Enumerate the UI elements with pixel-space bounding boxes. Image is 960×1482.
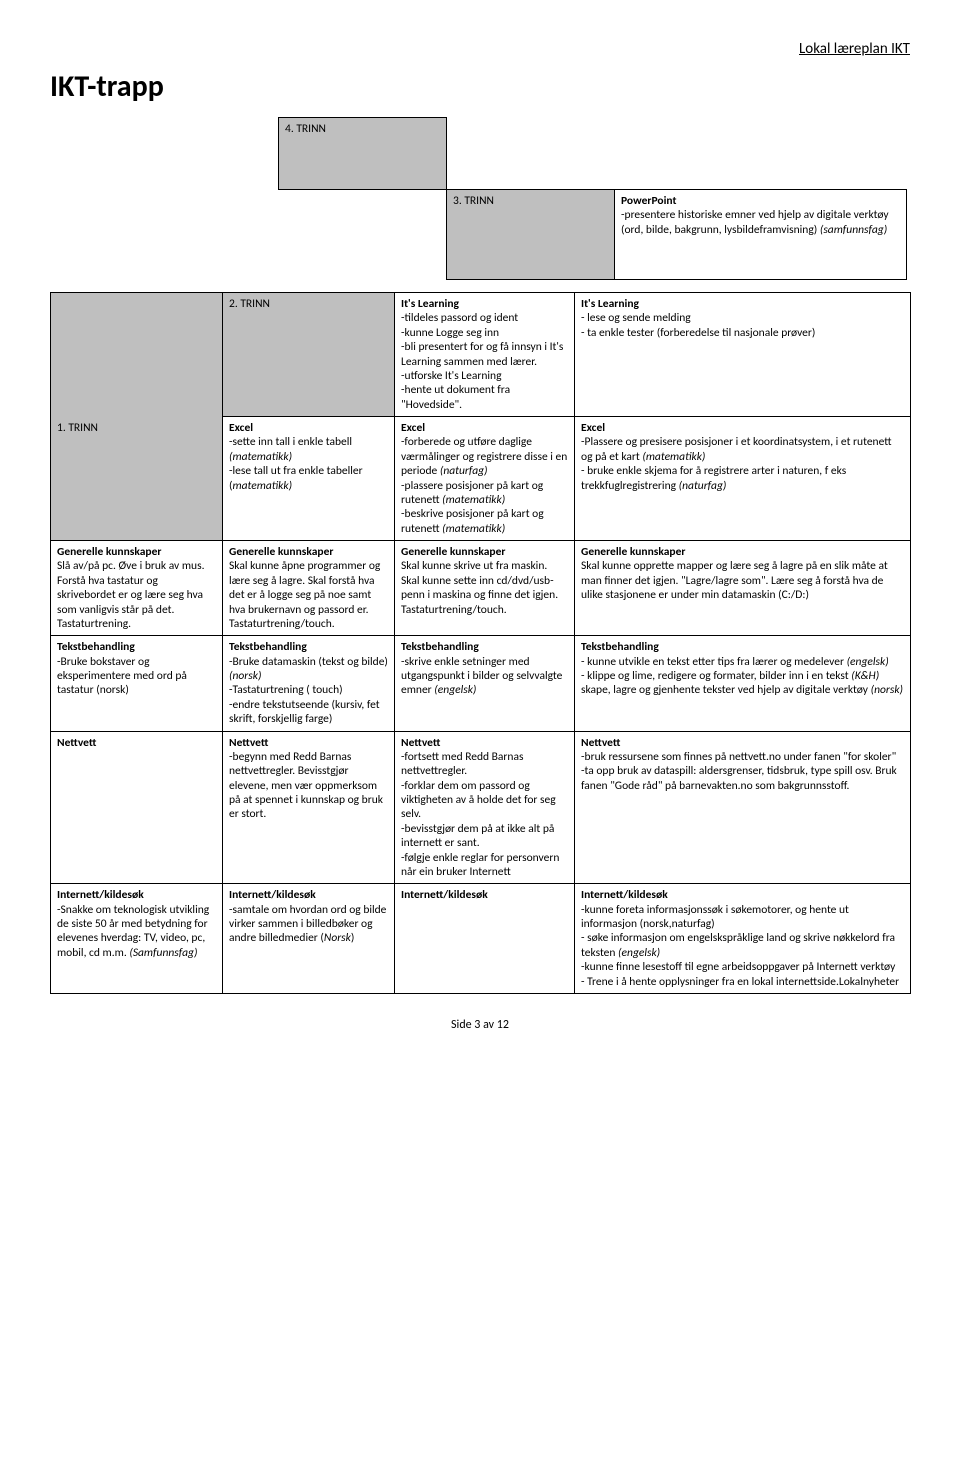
main-grid: 2. TRINN It's Learning -tildeles passord… [50, 292, 911, 994]
page-footer: Side 3 av 12 [50, 1018, 910, 1032]
r5c3: Nettvett -fortsett med Redd Barnas nettv… [395, 731, 575, 884]
r1c4: It's Learning - lese og sende melding - … [575, 293, 911, 417]
r2c2: Excel -sette inn tall i enkle tabell (ma… [223, 417, 395, 541]
top-box-3: 3. TRINN PowerPoint -presentere historis… [446, 189, 907, 280]
r3c4: Generelle kunnskaper Skal kunne opprette… [575, 541, 911, 636]
r1c1 [51, 293, 223, 417]
r6c1: Internett/kildesøk -Snakke om teknologis… [51, 884, 223, 994]
r1c2: 2. TRINN [223, 293, 395, 417]
page-title: IKT-trapp [50, 68, 910, 105]
trinn3-body: PowerPoint -presentere historiske emner … [615, 190, 907, 280]
r6c4: Internett/kildesøk -kunne foreta informa… [575, 884, 911, 994]
r6c3: Internett/kildesøk [395, 884, 575, 994]
r3c1: Generelle kunnskaper Slå av/på pc. Øve i… [51, 541, 223, 636]
r6c2: Internett/kildesøk -samtale om hvordan o… [223, 884, 395, 994]
r4c4: Tekstbehandling - kunne utvikle en tekst… [575, 636, 911, 731]
trinn3-label: 3. TRINN [447, 190, 615, 280]
r3c2: Generelle kunnskaper Skal kunne åpne pro… [223, 541, 395, 636]
r1c3: It's Learning -tildeles passord og ident… [395, 293, 575, 417]
r5c4: Nettvett -bruk ressursene som finnes på … [575, 731, 911, 884]
r4c3: Tekstbehandling -skrive enkle setninger … [395, 636, 575, 731]
top-box-4: 4. TRINN [278, 117, 447, 190]
r2c4: Excel -Plassere og presisere posisjoner … [575, 417, 911, 541]
r5c2: Nettvett -begynn med Redd Barnas nettvet… [223, 731, 395, 884]
r4c1: Tekstbehandling -Bruke bokstaver og eksp… [51, 636, 223, 731]
trinn4-cell: 4. TRINN [279, 118, 447, 190]
r3c3: Generelle kunnskaper Skal kunne skrive u… [395, 541, 575, 636]
r2c1: 1. TRINN [51, 417, 223, 541]
r2c3: Excel -forberede og utføre daglige værmå… [395, 417, 575, 541]
r5c1: Nettvett [51, 731, 223, 884]
r4c2: Tekstbehandling -Bruke datamaskin (tekst… [223, 636, 395, 731]
doc-header: Lokal læreplan IKT [50, 40, 910, 58]
